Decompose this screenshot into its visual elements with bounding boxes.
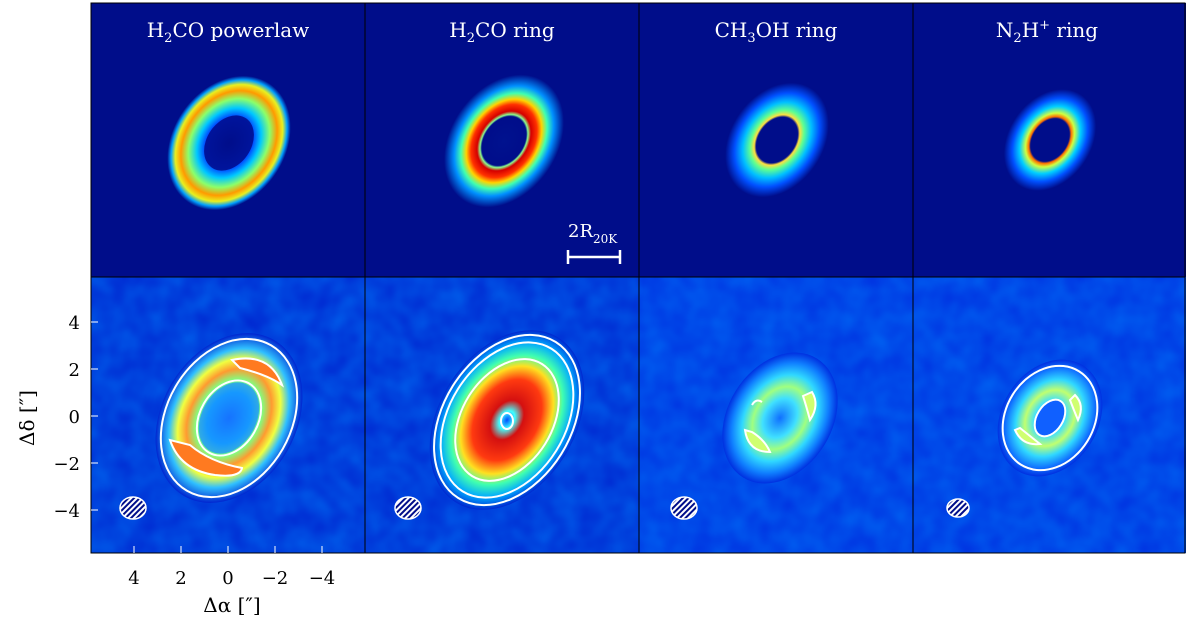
panel-h2co-ring-image: [365, 277, 639, 553]
x-tick-label: 2: [175, 568, 186, 589]
panel-n2h-ring-model: [913, 3, 1186, 277]
y-tick-label: −4: [53, 501, 80, 522]
panel-title-ch3oh-ring: CH3OH ring: [715, 18, 838, 46]
y-axis: [91, 321, 98, 511]
x-axis: [133, 546, 323, 553]
y-tick-label: 0: [69, 407, 80, 428]
panel-title-h2co-powerlaw: H2CO powerlaw: [147, 18, 310, 46]
x-tick-label: −4: [309, 568, 336, 589]
beam-ellipse: [946, 498, 970, 518]
panel-title-h2co-ring: H2CO ring: [449, 18, 555, 46]
panel-h2co-powerlaw-model: [91, 3, 365, 277]
y-tick-label: −2: [53, 454, 80, 475]
panel-h2co-ring-model: [365, 3, 639, 277]
scalebar-label: 2R20K: [568, 221, 618, 246]
panel-ch3oh-ring-model: [639, 3, 913, 277]
beam-ellipse: [670, 496, 698, 520]
y-tick-label: 2: [69, 360, 80, 381]
x-tick-label: 0: [222, 568, 233, 589]
beam-ellipse: [119, 496, 147, 520]
x-tick-label: −2: [262, 568, 289, 589]
panel-h2co-powerlaw-image: [91, 277, 365, 553]
x-tick-label: 4: [128, 568, 139, 589]
y-axis-label: Δδ [″]: [15, 390, 39, 446]
scalebar: 2R20K: [566, 221, 622, 264]
x-axis-label: Δα [″]: [203, 593, 260, 617]
panel-title-n2h-ring: N2H+ ring: [996, 18, 1098, 46]
panel-n2h-ring-image: [913, 277, 1186, 553]
panel-borders: [90, 2, 1186, 554]
y-tick-label: 4: [69, 313, 80, 334]
beam-ellipse: [394, 496, 422, 520]
panel-ch3oh-ring-image: [639, 277, 913, 553]
